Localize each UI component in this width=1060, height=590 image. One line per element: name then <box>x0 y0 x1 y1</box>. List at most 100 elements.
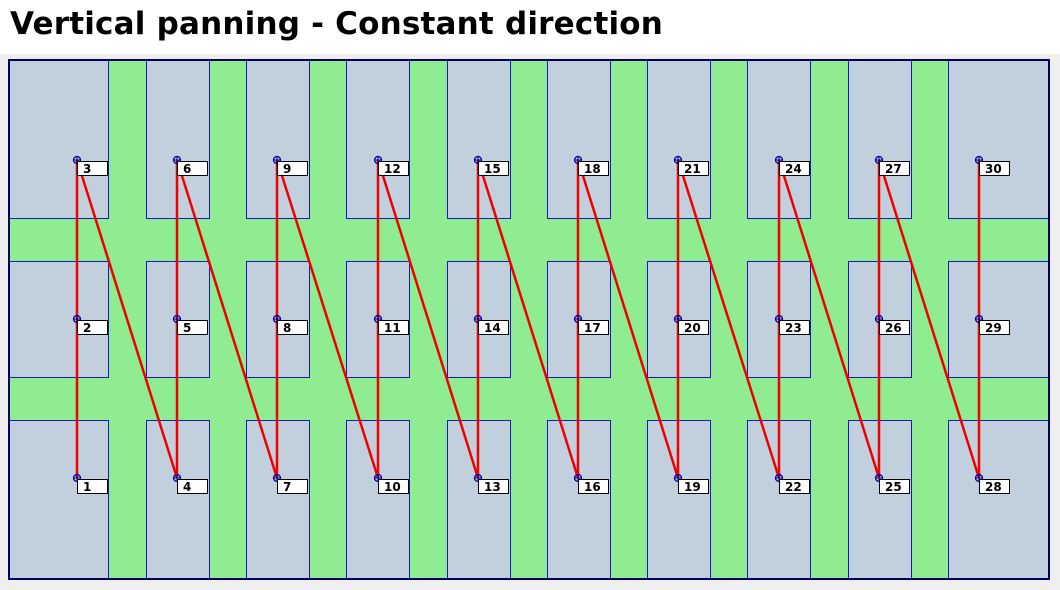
position-label: 21 <box>684 162 701 176</box>
position-label-box <box>779 320 810 335</box>
position-label: 22 <box>785 480 802 494</box>
tile-c10-r3 <box>948 60 1050 219</box>
position-5: 5 <box>172 314 208 335</box>
position-8: 8 <box>272 314 308 335</box>
position-label-box <box>979 479 1010 494</box>
position-label-box <box>177 161 208 176</box>
position-label: 1 <box>83 480 91 494</box>
position-12: 12 <box>373 155 409 176</box>
position-13: 13 <box>473 473 509 494</box>
position-label: 2 <box>83 321 91 335</box>
position-label: 3 <box>83 162 91 176</box>
position-label: 17 <box>584 321 601 335</box>
position-label-box <box>779 161 810 176</box>
position-label-box <box>478 161 509 176</box>
position-label-box <box>478 320 509 335</box>
position-label-box <box>77 479 108 494</box>
position-26: 26 <box>874 314 910 335</box>
position-label: 8 <box>283 321 291 335</box>
position-11: 11 <box>373 314 409 335</box>
position-30: 30 <box>974 155 1010 176</box>
position-label-box <box>979 320 1010 335</box>
position-label-box <box>277 320 308 335</box>
position-label: 6 <box>183 162 191 176</box>
position-label: 24 <box>785 162 802 176</box>
position-22: 22 <box>774 473 810 494</box>
position-label: 10 <box>384 480 401 494</box>
position-label: 20 <box>684 321 701 335</box>
position-15: 15 <box>473 155 509 176</box>
position-19: 19 <box>673 473 709 494</box>
position-label-box <box>678 479 709 494</box>
position-label: 19 <box>684 480 701 494</box>
position-label: 28 <box>985 480 1002 494</box>
position-10: 10 <box>373 473 409 494</box>
position-label: 13 <box>484 480 501 494</box>
position-label-box <box>578 320 609 335</box>
position-6: 6 <box>172 155 208 176</box>
position-label: 12 <box>384 162 401 176</box>
position-label: 18 <box>584 162 601 176</box>
position-label-box <box>678 161 709 176</box>
position-label: 11 <box>384 321 401 335</box>
position-label: 4 <box>183 480 191 494</box>
position-25: 25 <box>874 473 910 494</box>
position-label: 29 <box>985 321 1002 335</box>
position-label-box <box>478 479 509 494</box>
position-label-box <box>177 479 208 494</box>
position-label: 27 <box>885 162 902 176</box>
title-bar: Vertical panning - Constant direction <box>0 0 1060 54</box>
position-7: 7 <box>272 473 308 494</box>
position-29: 29 <box>974 314 1010 335</box>
position-label: 15 <box>484 162 501 176</box>
position-label: 23 <box>785 321 802 335</box>
position-label-box <box>77 320 108 335</box>
position-label-box <box>378 320 409 335</box>
position-label-box <box>277 479 308 494</box>
position-14: 14 <box>473 314 509 335</box>
position-label-box <box>879 320 910 335</box>
position-label-box <box>578 479 609 494</box>
position-9: 9 <box>272 155 308 176</box>
position-label: 5 <box>183 321 191 335</box>
position-label: 16 <box>584 480 601 494</box>
position-label-box <box>177 320 208 335</box>
position-label-box <box>277 161 308 176</box>
position-20: 20 <box>673 314 709 335</box>
tile-c10-r1 <box>948 420 1050 580</box>
position-3: 3 <box>72 155 108 176</box>
position-24: 24 <box>774 155 810 176</box>
outer-frame <box>8 59 1050 580</box>
position-label-box <box>378 479 409 494</box>
position-28: 28 <box>974 473 1010 494</box>
position-18: 18 <box>573 155 609 176</box>
position-1: 1 <box>72 473 108 494</box>
markers-layer: 1234567891011121314151617181920212223242… <box>72 155 1010 494</box>
position-label-box <box>979 161 1010 176</box>
position-label: 30 <box>985 162 1002 176</box>
page-title: Vertical panning - Constant direction <box>10 6 664 42</box>
tile-c10-r2 <box>948 261 1050 378</box>
position-17: 17 <box>573 314 609 335</box>
position-label: 14 <box>484 321 501 335</box>
position-label-box <box>578 161 609 176</box>
position-23: 23 <box>774 314 810 335</box>
position-label-box <box>879 161 910 176</box>
panning-path <box>75 159 981 479</box>
tile-c1-r3 <box>9 60 109 219</box>
position-27: 27 <box>874 155 910 176</box>
tile-c1-r1 <box>9 420 109 580</box>
position-label: 7 <box>283 480 291 494</box>
position-label-box <box>77 161 108 176</box>
position-21: 21 <box>673 155 709 176</box>
position-label-box <box>678 320 709 335</box>
position-16: 16 <box>573 473 609 494</box>
position-label: 25 <box>885 480 902 494</box>
position-label-box <box>378 161 409 176</box>
position-label: 9 <box>283 162 291 176</box>
position-label-box <box>879 479 910 494</box>
position-label: 26 <box>885 321 902 335</box>
tile-c1-r2 <box>9 261 109 378</box>
position-label-box <box>779 479 810 494</box>
